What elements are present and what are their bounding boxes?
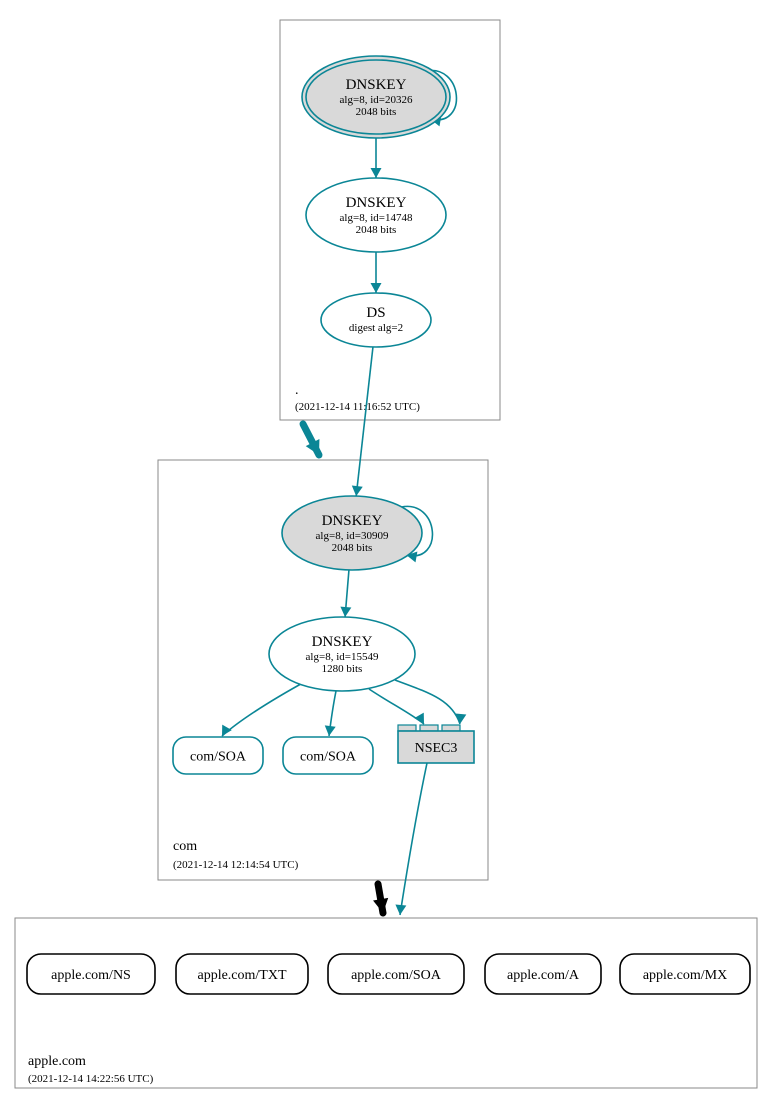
node-rootKSK-line3: 2048 bits (356, 106, 397, 118)
edge-arrow (371, 283, 382, 293)
zone-date-root: (2021-12-14 11:16:52 UTC) (295, 401, 420, 413)
edge-arrow (325, 725, 336, 736)
edge-arrow (222, 725, 232, 736)
zone-box-apple (15, 918, 757, 1088)
node-rootZSK-line3: 2048 bits (356, 224, 397, 236)
nsec3-tab (398, 725, 416, 731)
nsec3-tab (442, 725, 460, 731)
zone-date-apple: (2021-12-14 14:22:56 UTC) (28, 1073, 154, 1085)
leaf-comSOA2-label: com/SOA (300, 750, 357, 765)
leaf-appleNS-label: apple.com/NS (51, 968, 131, 983)
nsec3-label: NSEC3 (415, 741, 458, 756)
zone-label-root: . (295, 383, 299, 398)
edge-arrow (352, 486, 363, 497)
node-rootZSK-title: DNSKEY (346, 195, 407, 211)
nsec3-tab (420, 725, 438, 731)
edge-curve (400, 763, 427, 915)
leaf-appleSOA-label: apple.com/SOA (351, 968, 442, 983)
node-rootZSK-line2: alg=8, id=14748 (340, 212, 413, 224)
node-comKSK-line3: 2048 bits (332, 542, 373, 554)
leaf-comSOA1-label: com/SOA (190, 750, 247, 765)
zone-label-com: com (173, 839, 197, 854)
node-comKSK-title: DNSKEY (322, 513, 383, 529)
leaf-appleTXT-label: apple.com/TXT (197, 968, 286, 983)
zone-date-com: (2021-12-14 12:14:54 UTC) (173, 859, 299, 871)
edge-arrow (371, 168, 382, 178)
edge-arrow (414, 713, 424, 724)
zone-label-apple: apple.com (28, 1054, 86, 1069)
node-rootKSK-title: DNSKEY (346, 77, 407, 93)
node-comZSK-title: DNSKEY (312, 634, 373, 650)
leaf-appleA-label: apple.com/A (507, 968, 580, 983)
node-rootDS-line2: digest alg=2 (349, 322, 403, 334)
node-comKSK-line2: alg=8, id=30909 (316, 530, 389, 542)
edge-arrow (340, 607, 351, 617)
node-comZSK-line2: alg=8, id=15549 (306, 651, 379, 663)
edge-curve (395, 680, 460, 724)
edge-rootDS-comKSK (356, 347, 373, 496)
node-rootKSK-line2: alg=8, id=20326 (340, 94, 413, 106)
leaf-appleMX-label: apple.com/MX (643, 968, 727, 983)
node-comZSK-line3: 1280 bits (322, 663, 363, 675)
edge-curve (222, 680, 308, 736)
node-rootDS-title: DS (366, 305, 385, 321)
edge-arrow (395, 905, 406, 915)
